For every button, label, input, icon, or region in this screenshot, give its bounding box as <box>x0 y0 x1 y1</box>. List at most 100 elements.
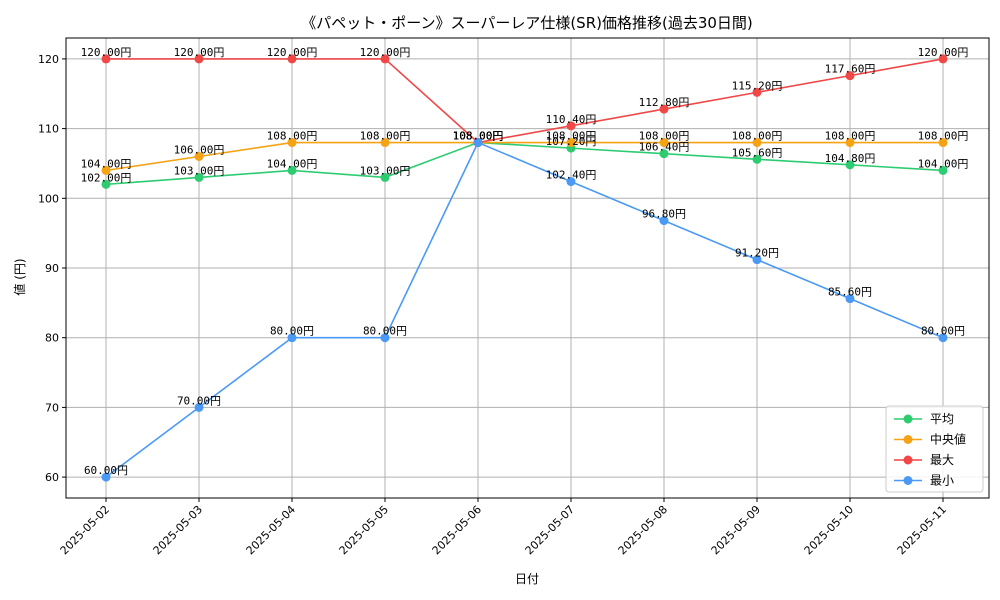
data-point <box>752 87 762 97</box>
data-label: 120.00円 <box>174 46 225 59</box>
data-label: 108.00円 <box>360 130 411 143</box>
data-label: 112.80円 <box>639 96 690 109</box>
data-point <box>938 333 948 343</box>
data-label: 108.00円 <box>639 130 690 143</box>
data-point <box>845 138 855 148</box>
data-label: 80.00円 <box>363 325 407 338</box>
data-point <box>659 104 669 114</box>
data-point <box>194 172 204 182</box>
data-label: 110.40円 <box>546 113 597 126</box>
data-point <box>287 165 297 175</box>
data-label: 108.00円 <box>546 130 597 143</box>
data-label: 103.00円 <box>174 164 225 177</box>
data-label: 105.60円 <box>732 146 783 159</box>
data-label: 60.00円 <box>84 464 128 477</box>
legend-swatch-marker <box>903 476 913 485</box>
legend-item: 平均 <box>894 412 954 426</box>
y-tick-label: 100 <box>38 192 59 205</box>
data-label: 108.00円 <box>453 130 504 143</box>
data-label: 120.00円 <box>918 46 969 59</box>
data-label: 80.00円 <box>270 325 314 338</box>
data-point <box>380 54 390 64</box>
y-tick-label: 60 <box>45 471 59 484</box>
legend-item: 中央値 <box>894 432 966 447</box>
data-point <box>566 138 576 148</box>
y-tick-label: 70 <box>45 401 59 414</box>
data-label: 106.40円 <box>639 141 690 154</box>
y-tick-label: 90 <box>45 262 59 275</box>
data-point <box>845 294 855 304</box>
legend-label: 最小 <box>930 474 954 488</box>
legend-box <box>885 405 984 493</box>
series-line <box>106 58 944 144</box>
data-point <box>101 165 111 175</box>
data-label: 108.00円 <box>453 130 504 143</box>
legend-item: 最大 <box>894 453 954 467</box>
data-point <box>752 255 762 265</box>
data-point <box>287 333 297 343</box>
data-point <box>380 333 390 343</box>
data-point <box>938 165 948 175</box>
data-point <box>473 138 483 148</box>
data-label: 70.00円 <box>177 394 221 407</box>
data-point <box>938 54 948 64</box>
data-label: 80.00円 <box>921 325 965 338</box>
series-3 <box>101 138 948 482</box>
data-point <box>101 179 111 189</box>
series-line <box>105 141 944 186</box>
data-point <box>659 216 669 226</box>
data-point <box>101 54 111 64</box>
data-label: 108.00円 <box>267 130 318 143</box>
data-label: 108.00円 <box>732 130 783 143</box>
data-label: 120.00円 <box>267 46 318 59</box>
data-point <box>194 54 204 64</box>
data-label: 108.00円 <box>918 130 969 143</box>
data-label: 120.00円 <box>360 46 411 59</box>
data-label: 102.00円 <box>81 171 132 184</box>
data-point <box>845 71 855 81</box>
data-point <box>659 138 669 148</box>
legend-label: 平均 <box>930 412 954 426</box>
data-point <box>101 472 111 482</box>
data-label: 108.00円 <box>825 130 876 143</box>
data-label: 85.60円 <box>828 286 872 299</box>
y-axis-label: 値 (円) <box>12 258 27 295</box>
series-line <box>105 141 944 478</box>
series-line <box>105 141 943 172</box>
data-label: 104.00円 <box>267 157 318 170</box>
data-point <box>380 138 390 148</box>
data-point <box>566 177 576 187</box>
data-label: 108.00円 <box>453 130 504 143</box>
data-label: 104.00円 <box>918 157 969 170</box>
data-label: 117.60円 <box>825 63 876 76</box>
legend-swatch-marker <box>903 435 913 444</box>
data-point <box>752 154 762 164</box>
data-label: 106.00円 <box>174 143 225 156</box>
data-point <box>566 121 576 131</box>
legend-swatch-marker <box>903 455 913 465</box>
data-label: 104.00円 <box>81 157 132 170</box>
data-label: 103.00円 <box>360 164 411 177</box>
legend-label: 中央値 <box>930 432 966 447</box>
data-label: 102.40円 <box>546 169 597 182</box>
y-tick-label: 110 <box>38 123 59 136</box>
data-point <box>194 402 204 412</box>
y-axis-ticks: 60 70 80 90 100 110 120 <box>38 53 66 484</box>
grid-lines <box>66 38 989 498</box>
series-0 <box>101 138 948 189</box>
data-point <box>287 54 297 64</box>
chart-title: 《パペット・ポーン》スーパーレア仕様(SR)価格推移(過去30日間) <box>301 14 753 32</box>
data-point <box>659 149 669 159</box>
series-lines <box>101 54 948 482</box>
legend-label: 最大 <box>930 453 954 467</box>
data-label: 115.20円 <box>732 79 783 92</box>
x-axis-label: 日付 <box>515 572 539 586</box>
y-tick-label: 80 <box>45 332 59 345</box>
data-point <box>380 172 390 182</box>
data-label: 107.20円 <box>546 135 597 148</box>
data-point <box>845 160 855 170</box>
data-label: 96.80円 <box>642 208 686 221</box>
data-point <box>194 151 204 161</box>
